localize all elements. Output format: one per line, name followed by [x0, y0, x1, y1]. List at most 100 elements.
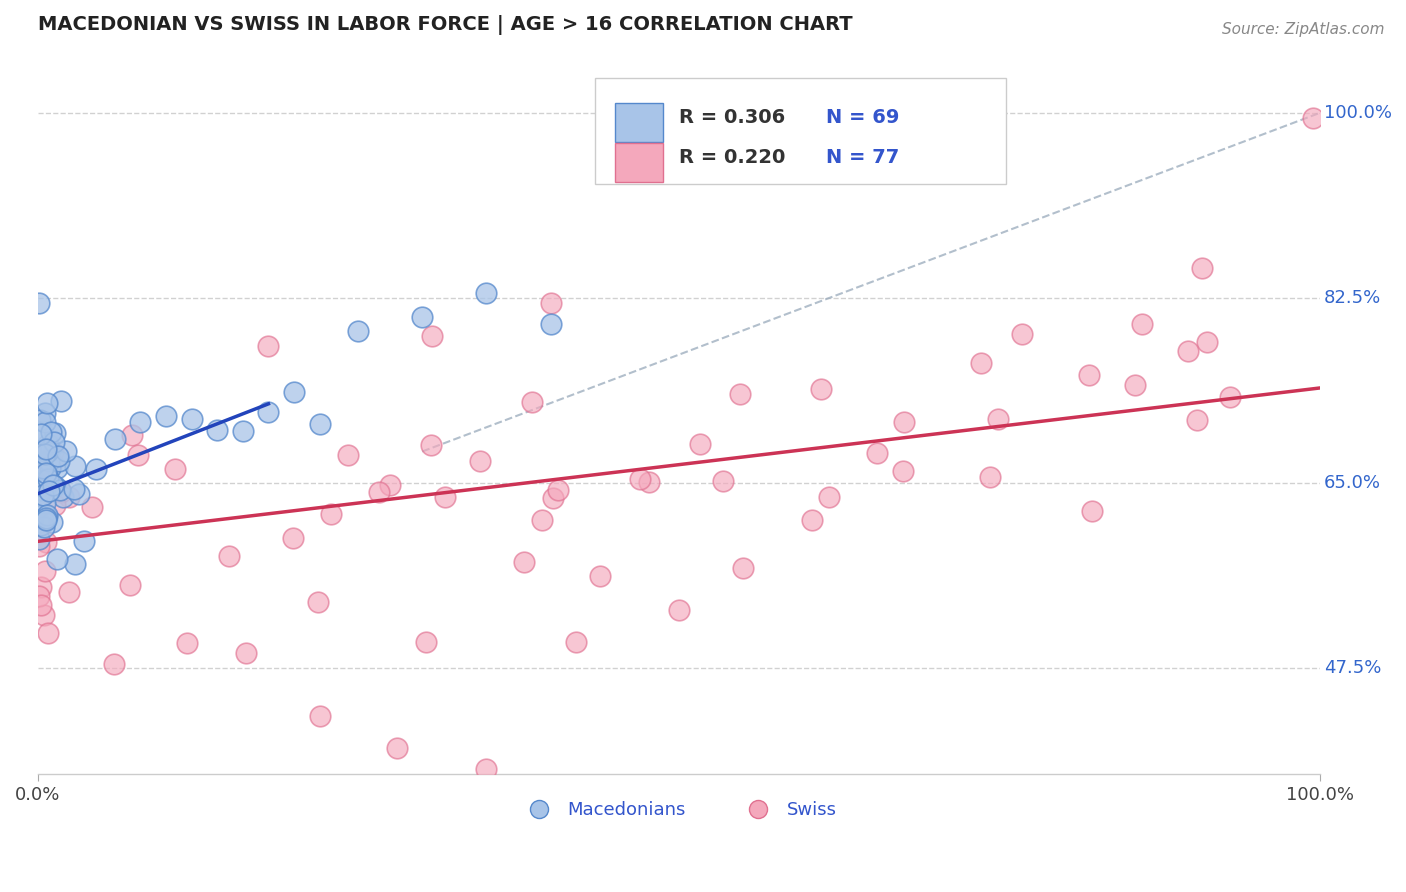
- Point: [420, 438, 443, 452]
- Text: Source: ZipAtlas.com: Source: ZipAtlas.com: [1222, 22, 1385, 37]
- Point: [35, 442, 58, 456]
- Point: [540, 317, 562, 331]
- Point: [28, 515, 51, 529]
- Point: [67, 487, 90, 501]
- Point: [37, 471, 59, 485]
- Point: [308, 709, 330, 723]
- Point: [30, 580, 52, 594]
- Point: [42, 445, 65, 459]
- Bar: [614, 143, 664, 183]
- Point: [385, 740, 408, 755]
- Point: [28, 489, 51, 503]
- Point: [689, 436, 711, 450]
- Point: [49, 484, 72, 499]
- Point: [731, 561, 754, 575]
- Point: [800, 513, 823, 527]
- Text: 65.0%: 65.0%: [1323, 475, 1381, 492]
- Point: [30, 427, 52, 442]
- Point: [44, 499, 66, 513]
- Point: [121, 427, 143, 442]
- Point: [668, 603, 690, 617]
- Point: [34, 406, 56, 420]
- Point: [165, 462, 187, 476]
- Point: [63, 458, 86, 473]
- Point: [35, 466, 58, 480]
- Point: [893, 464, 915, 478]
- Point: [987, 412, 1010, 426]
- Text: 100.0%: 100.0%: [1323, 104, 1392, 122]
- Point: [711, 474, 734, 488]
- Point: [35, 511, 58, 525]
- Point: [283, 385, 305, 400]
- Point: [628, 471, 651, 485]
- Point: [817, 490, 839, 504]
- Point: [232, 424, 254, 438]
- Point: [46, 552, 69, 566]
- Point: [281, 532, 304, 546]
- Point: [257, 405, 280, 419]
- Text: N = 69: N = 69: [827, 108, 900, 127]
- Point: [49, 393, 72, 408]
- Point: [58, 490, 80, 504]
- Point: [28, 413, 51, 427]
- Point: [103, 657, 125, 672]
- Text: MACEDONIAN VS SWISS IN LABOR FORCE | AGE > 16 CORRELATION CHART: MACEDONIAN VS SWISS IN LABOR FORCE | AGE…: [38, 15, 852, 35]
- Point: [1191, 260, 1213, 275]
- Point: [35, 510, 58, 524]
- Point: [37, 443, 59, 458]
- Point: [32, 510, 55, 524]
- Point: [35, 396, 58, 410]
- Point: [979, 470, 1001, 484]
- Point: [547, 483, 569, 497]
- Point: [42, 478, 65, 492]
- Point: [49, 483, 72, 497]
- Point: [28, 485, 51, 500]
- Point: [176, 636, 198, 650]
- Point: [37, 470, 59, 484]
- Point: [28, 539, 51, 553]
- Point: [1219, 390, 1241, 404]
- Text: 47.5%: 47.5%: [1323, 659, 1381, 677]
- Point: [44, 425, 66, 440]
- Point: [969, 356, 991, 370]
- Point: [28, 590, 51, 604]
- Point: [34, 447, 56, 461]
- Point: [58, 585, 80, 599]
- Point: [30, 483, 52, 498]
- Point: [44, 435, 66, 450]
- Point: [180, 412, 202, 426]
- Point: [28, 532, 51, 546]
- Point: [307, 595, 329, 609]
- Text: N = 77: N = 77: [827, 148, 900, 167]
- Point: [1195, 335, 1218, 350]
- Point: [468, 454, 491, 468]
- Point: [52, 490, 75, 504]
- Bar: [614, 103, 664, 143]
- Point: [46, 461, 69, 475]
- Point: [810, 382, 832, 396]
- Point: [1130, 317, 1153, 331]
- Point: [28, 458, 51, 473]
- Point: [31, 444, 53, 458]
- Legend: Macedonians, Swiss: Macedonians, Swiss: [513, 794, 844, 827]
- Point: [336, 448, 359, 462]
- Point: [1123, 377, 1146, 392]
- Point: [411, 310, 433, 325]
- Point: [34, 495, 56, 509]
- Point: [540, 296, 562, 310]
- Point: [32, 607, 55, 622]
- Point: [127, 448, 149, 462]
- Point: [531, 512, 554, 526]
- Point: [1081, 504, 1104, 518]
- Point: [513, 555, 536, 569]
- Point: [37, 626, 59, 640]
- Point: [728, 386, 751, 401]
- Point: [37, 508, 59, 523]
- Point: [31, 424, 53, 438]
- Point: [1078, 368, 1101, 382]
- Point: [35, 534, 58, 549]
- Point: [32, 461, 55, 475]
- Point: [41, 515, 63, 529]
- Point: [1177, 344, 1199, 359]
- Point: [321, 507, 343, 521]
